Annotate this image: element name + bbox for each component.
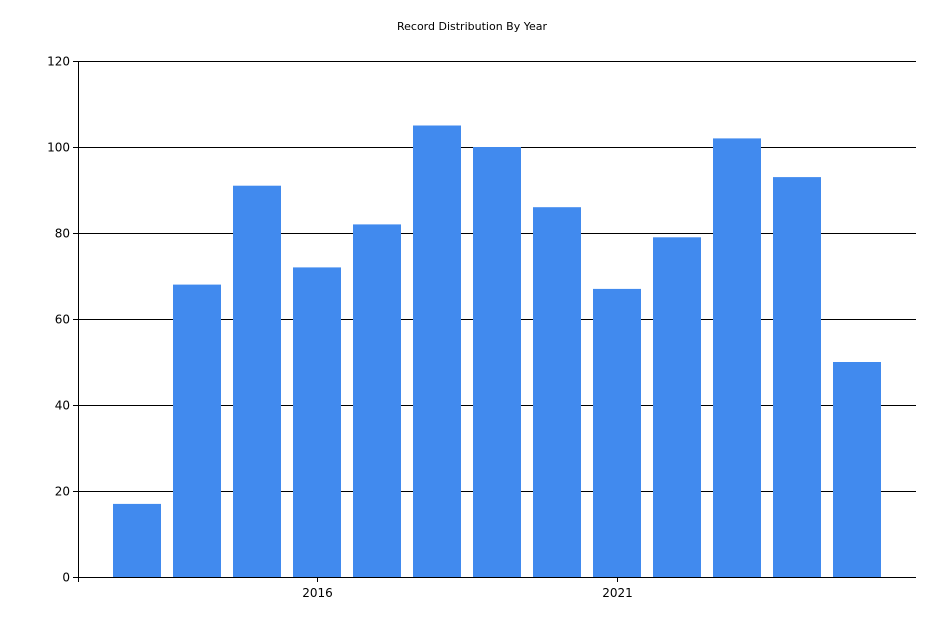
bar-2022 bbox=[653, 237, 701, 578]
bars bbox=[113, 125, 881, 578]
x-tick-label: 2021 bbox=[602, 586, 633, 600]
bar-2014 bbox=[173, 284, 221, 577]
bar-2016 bbox=[293, 267, 341, 577]
bar-2025 bbox=[833, 362, 881, 577]
x-axis-tick-labels: 2016 2021 bbox=[302, 586, 633, 600]
y-axis-tick-labels: 0 20 40 60 80 100 120 bbox=[47, 55, 70, 585]
bar-2013 bbox=[113, 503, 161, 577]
y-tick-label: 80 bbox=[55, 227, 70, 241]
y-tick-label: 60 bbox=[55, 313, 70, 327]
y-tick-label: 0 bbox=[62, 571, 70, 585]
y-tick-label: 120 bbox=[47, 55, 70, 69]
bar-2023 bbox=[713, 138, 761, 577]
bar-2021 bbox=[593, 288, 641, 577]
y-tick-label: 40 bbox=[55, 399, 70, 413]
x-tick-label: 2016 bbox=[302, 586, 333, 600]
bar-2019 bbox=[473, 147, 521, 577]
bar-2015 bbox=[233, 185, 281, 577]
axes bbox=[73, 61, 916, 582]
bar-2020 bbox=[533, 207, 581, 577]
chart-title: Record Distribution By Year bbox=[397, 20, 547, 33]
bar-2024 bbox=[773, 177, 821, 577]
y-tick-label: 20 bbox=[55, 485, 70, 499]
bar-2018 bbox=[413, 125, 461, 577]
y-tick-label: 100 bbox=[47, 141, 70, 155]
bar-2017 bbox=[353, 224, 401, 577]
